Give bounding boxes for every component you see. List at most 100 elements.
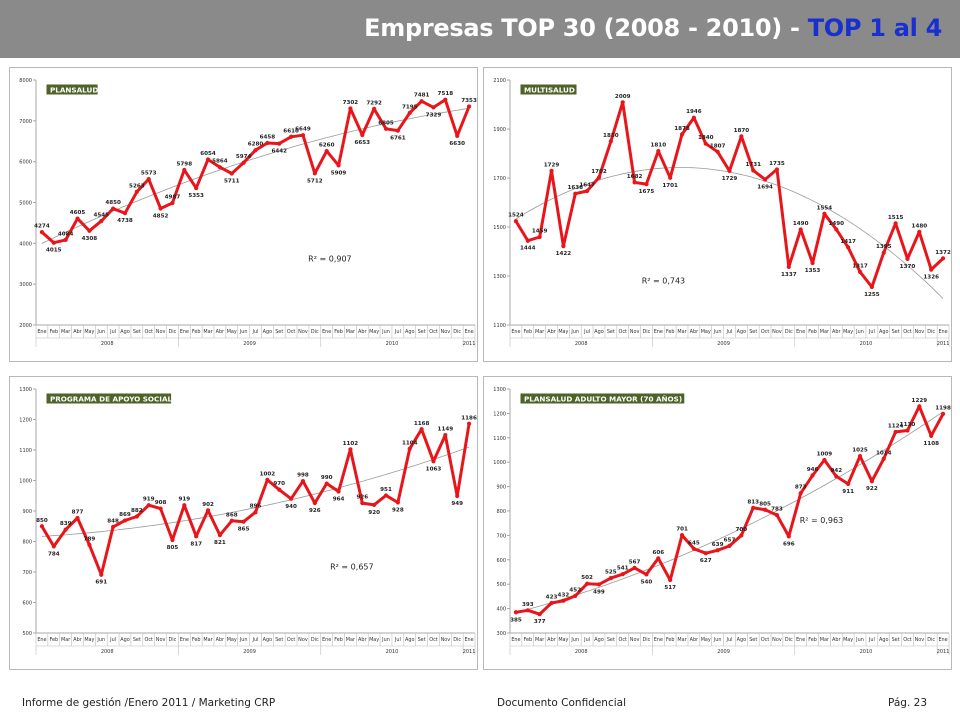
data-label: 502 xyxy=(581,575,593,581)
x-tick-label: Jun xyxy=(713,637,722,643)
data-label: 7302 xyxy=(343,100,359,106)
data-label: 5864 xyxy=(212,159,228,165)
x-tick-label: Dic xyxy=(311,637,319,643)
x-tick-label: May xyxy=(84,329,94,335)
x-tick-label: Feb xyxy=(666,329,675,335)
x-tick-label: Feb xyxy=(666,637,675,643)
x-tick-label: Abr xyxy=(690,637,699,643)
x-tick-label: Feb xyxy=(334,637,343,643)
x-tick-label: Ago xyxy=(594,637,603,643)
data-label: 5909 xyxy=(331,170,347,176)
data-label: 5353 xyxy=(188,193,204,199)
data-label: 1807 xyxy=(710,143,726,149)
data-label: 691 xyxy=(95,580,107,586)
x-tick-label: Jul xyxy=(726,637,733,643)
x-tick-label: Nov xyxy=(156,329,166,335)
y-tick-label: 500 xyxy=(22,631,32,637)
data-point xyxy=(561,244,566,249)
data-point xyxy=(217,532,223,538)
data-label: 525 xyxy=(605,570,617,576)
x-tick-label: Ene xyxy=(464,637,473,643)
data-point xyxy=(869,284,874,290)
x-tick-label: Oct xyxy=(761,637,770,643)
chart-title-box xyxy=(519,83,578,96)
data-label: 1701 xyxy=(662,183,678,189)
x-tick-label: Jun xyxy=(239,637,248,643)
data-point xyxy=(857,454,863,459)
x-tick-label: Abr xyxy=(547,329,556,335)
data-label: 951 xyxy=(380,487,392,493)
data-label: 6054 xyxy=(200,151,216,157)
data-label: 4308 xyxy=(82,236,98,242)
data-point xyxy=(846,481,851,487)
data-point xyxy=(348,447,353,452)
data-point xyxy=(99,218,104,224)
x-tick-label: Jul xyxy=(394,329,401,335)
data-point xyxy=(336,489,341,494)
data-label: 377 xyxy=(534,619,546,625)
data-label: 869 xyxy=(119,512,131,518)
x-tick-label: Jul xyxy=(583,329,590,335)
data-point xyxy=(668,577,673,583)
data-label: 6610 xyxy=(283,128,299,134)
series-line xyxy=(40,422,471,577)
data-label: 1168 xyxy=(414,421,430,427)
x-tick-label: May xyxy=(227,637,237,643)
data-label: 7292 xyxy=(366,100,382,106)
data-point xyxy=(466,421,472,426)
data-label: 6761 xyxy=(390,136,406,142)
data-label: 821 xyxy=(214,540,226,546)
x-tick-label: Ene xyxy=(796,329,805,335)
data-point xyxy=(703,551,708,556)
x-tick-label: Abr xyxy=(832,637,841,643)
y-tick-label: 1100 xyxy=(493,436,506,442)
data-point xyxy=(537,612,542,617)
data-point xyxy=(715,548,720,553)
data-label: 1395 xyxy=(876,244,892,250)
x-tick-label: Nov xyxy=(441,329,451,335)
data-point xyxy=(253,148,258,153)
data-label: 877 xyxy=(72,510,84,516)
y-tick-label: 300 xyxy=(496,631,506,637)
data-label: 4852 xyxy=(153,214,169,220)
y-tick-label: 1900 xyxy=(493,127,506,133)
x-tick-label: Mar xyxy=(535,637,545,643)
x-tick-label: Oct xyxy=(618,637,627,643)
data-label: 6260 xyxy=(319,143,335,149)
x-tick-label: Mar xyxy=(203,329,213,335)
x-tick-label: Ago xyxy=(879,637,888,643)
data-point xyxy=(360,500,365,506)
data-label: 499 xyxy=(593,589,605,595)
y-tick-label: 1300 xyxy=(493,274,506,280)
data-label: 1946 xyxy=(686,109,702,115)
x-tick-label: Mar xyxy=(535,329,545,335)
data-point xyxy=(288,496,294,501)
data-point xyxy=(87,228,92,233)
data-point xyxy=(241,160,246,165)
x-tick-label: Ago xyxy=(737,637,746,643)
data-point xyxy=(679,132,685,137)
data-point xyxy=(122,518,128,523)
data-label: 6442 xyxy=(271,149,287,155)
chart-svg-4: 300 400 500 600 700 800 900 1000 1100 1200 1300 Ene… xyxy=(493,387,951,655)
data-label: 839 xyxy=(60,521,72,527)
data-point xyxy=(549,600,554,606)
data-point xyxy=(146,177,151,182)
data-point xyxy=(324,481,329,486)
x-tick-label: Feb xyxy=(49,637,58,643)
x-tick-label: Ene xyxy=(511,637,520,643)
x-tick-label: Ene xyxy=(511,329,520,335)
data-label: 423 xyxy=(546,594,558,600)
data-point xyxy=(372,106,377,112)
data-label: 5712 xyxy=(307,178,323,184)
x-tick-label: Mar xyxy=(61,637,71,643)
data-label: 5711 xyxy=(224,178,240,184)
data-label: 926 xyxy=(356,495,368,501)
data-label: 4015 xyxy=(46,248,62,254)
y-tick-label: 1300 xyxy=(493,387,506,393)
data-point xyxy=(620,100,625,105)
y-tick-label: 900 xyxy=(22,509,32,515)
data-label: 1009 xyxy=(817,452,833,458)
data-point xyxy=(336,163,341,168)
